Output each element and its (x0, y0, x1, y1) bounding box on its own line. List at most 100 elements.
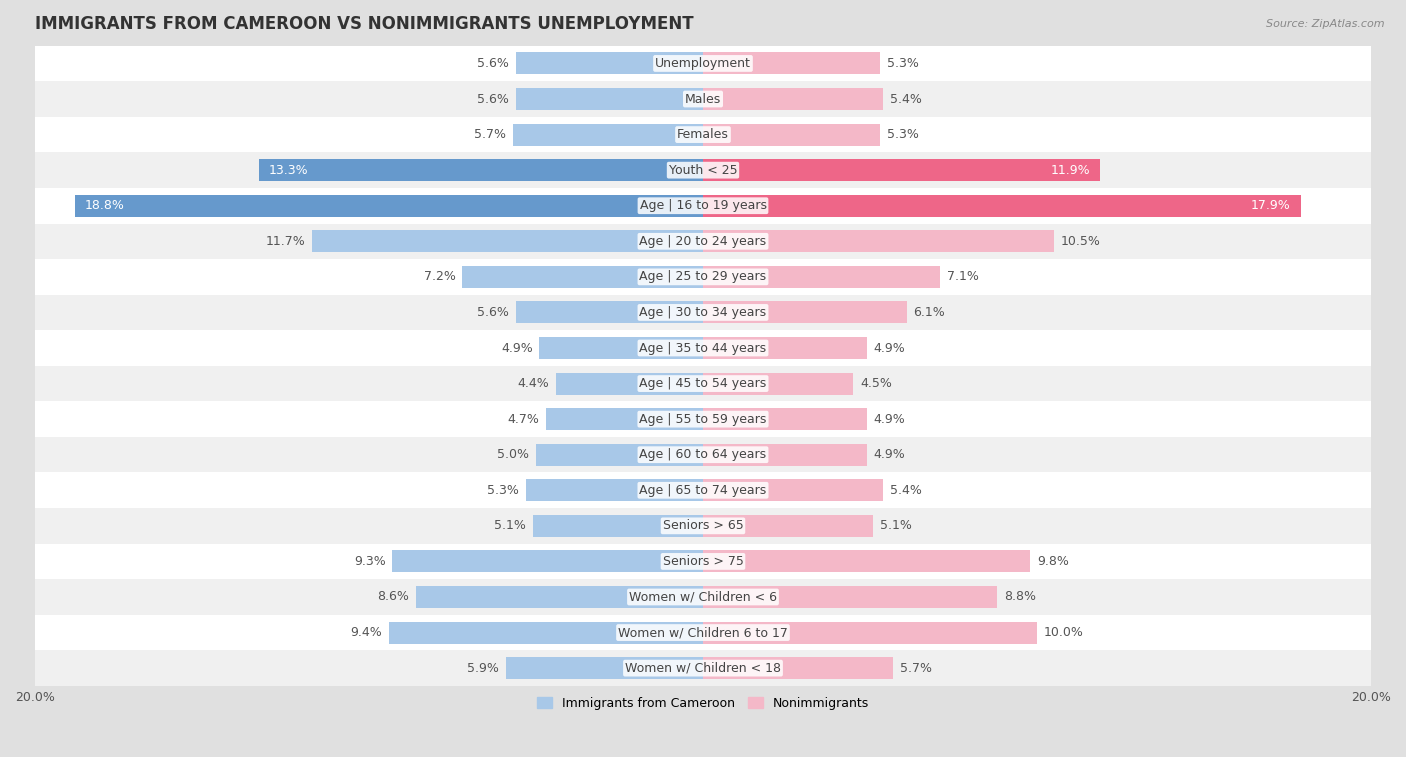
Text: 5.3%: 5.3% (887, 128, 918, 141)
Bar (516, 301, 703, 323)
Text: Age | 16 to 19 years: Age | 16 to 19 years (640, 199, 766, 212)
Bar (35, 330, 1371, 366)
Text: Age | 55 to 59 years: Age | 55 to 59 years (640, 413, 766, 425)
Bar (526, 479, 703, 501)
Bar (506, 657, 703, 679)
Text: 8.6%: 8.6% (377, 590, 409, 603)
Text: 18.8%: 18.8% (84, 199, 125, 212)
Bar (703, 159, 1101, 181)
Bar (703, 337, 866, 359)
Bar (703, 444, 866, 466)
Text: 4.4%: 4.4% (517, 377, 550, 390)
Bar (35, 650, 1371, 686)
Text: 13.3%: 13.3% (269, 164, 308, 176)
Text: Age | 35 to 44 years: Age | 35 to 44 years (640, 341, 766, 354)
Bar (703, 479, 883, 501)
Text: Unemployment: Unemployment (655, 57, 751, 70)
Bar (35, 544, 1371, 579)
Text: 11.7%: 11.7% (266, 235, 305, 248)
Text: IMMIGRANTS FROM CAMEROON VS NONIMMIGRANTS UNEMPLOYMENT: IMMIGRANTS FROM CAMEROON VS NONIMMIGRANT… (35, 15, 693, 33)
Text: 4.9%: 4.9% (873, 341, 905, 354)
Text: 4.5%: 4.5% (860, 377, 891, 390)
Text: 17.9%: 17.9% (1251, 199, 1291, 212)
Text: Age | 20 to 24 years: Age | 20 to 24 years (640, 235, 766, 248)
Text: 4.9%: 4.9% (873, 448, 905, 461)
Text: Males: Males (685, 92, 721, 105)
Text: 4.7%: 4.7% (508, 413, 540, 425)
Text: 4.9%: 4.9% (873, 413, 905, 425)
Bar (35, 294, 1371, 330)
Bar (703, 372, 853, 394)
Text: Women w/ Children < 6: Women w/ Children < 6 (628, 590, 778, 603)
Text: 11.9%: 11.9% (1050, 164, 1091, 176)
Bar (35, 366, 1371, 401)
Text: Women w/ Children < 18: Women w/ Children < 18 (626, 662, 780, 674)
Text: 5.6%: 5.6% (478, 57, 509, 70)
Text: Seniors > 75: Seniors > 75 (662, 555, 744, 568)
Bar (35, 117, 1371, 152)
Text: 5.7%: 5.7% (900, 662, 932, 674)
Text: 4.9%: 4.9% (501, 341, 533, 354)
Legend: Immigrants from Cameroon, Nonimmigrants: Immigrants from Cameroon, Nonimmigrants (531, 692, 875, 715)
Bar (516, 88, 703, 110)
Bar (703, 195, 1301, 217)
Text: Females: Females (678, 128, 728, 141)
Text: 5.0%: 5.0% (498, 448, 529, 461)
Text: Youth < 25: Youth < 25 (669, 164, 737, 176)
Bar (703, 301, 907, 323)
Bar (75, 195, 703, 217)
Bar (35, 437, 1371, 472)
Bar (555, 372, 703, 394)
Text: Seniors > 65: Seniors > 65 (662, 519, 744, 532)
Text: Age | 30 to 34 years: Age | 30 to 34 years (640, 306, 766, 319)
Text: Age | 65 to 74 years: Age | 65 to 74 years (640, 484, 766, 497)
Text: 6.1%: 6.1% (914, 306, 945, 319)
Bar (35, 401, 1371, 437)
Bar (703, 88, 883, 110)
Bar (513, 123, 703, 145)
Text: Women w/ Children 6 to 17: Women w/ Children 6 to 17 (619, 626, 787, 639)
Text: 7.1%: 7.1% (946, 270, 979, 283)
Bar (35, 508, 1371, 544)
Text: 5.4%: 5.4% (890, 484, 922, 497)
Bar (533, 515, 703, 537)
Text: 5.1%: 5.1% (494, 519, 526, 532)
Text: 5.6%: 5.6% (478, 306, 509, 319)
Text: Age | 25 to 29 years: Age | 25 to 29 years (640, 270, 766, 283)
Bar (35, 259, 1371, 294)
Bar (35, 152, 1371, 188)
Text: 5.7%: 5.7% (474, 128, 506, 141)
Bar (536, 444, 703, 466)
Bar (416, 586, 703, 608)
Bar (703, 621, 1038, 643)
Text: 9.4%: 9.4% (350, 626, 382, 639)
Bar (35, 615, 1371, 650)
Text: 7.2%: 7.2% (425, 270, 456, 283)
Bar (35, 579, 1371, 615)
Text: 5.4%: 5.4% (890, 92, 922, 105)
Text: 9.8%: 9.8% (1038, 555, 1069, 568)
Bar (392, 550, 703, 572)
Bar (389, 621, 703, 643)
Bar (703, 408, 866, 430)
Text: 5.3%: 5.3% (488, 484, 519, 497)
Bar (703, 123, 880, 145)
Text: 10.0%: 10.0% (1043, 626, 1084, 639)
Bar (703, 550, 1031, 572)
Text: 9.3%: 9.3% (354, 555, 385, 568)
Bar (35, 188, 1371, 223)
Bar (35, 472, 1371, 508)
Bar (35, 45, 1371, 81)
Bar (703, 515, 873, 537)
Bar (35, 223, 1371, 259)
Bar (540, 337, 703, 359)
Text: Source: ZipAtlas.com: Source: ZipAtlas.com (1267, 19, 1385, 29)
Bar (259, 159, 703, 181)
Bar (516, 52, 703, 74)
Bar (703, 586, 997, 608)
Text: Age | 45 to 54 years: Age | 45 to 54 years (640, 377, 766, 390)
Text: 10.5%: 10.5% (1060, 235, 1101, 248)
Bar (35, 81, 1371, 117)
Text: Age | 60 to 64 years: Age | 60 to 64 years (640, 448, 766, 461)
Bar (703, 266, 941, 288)
